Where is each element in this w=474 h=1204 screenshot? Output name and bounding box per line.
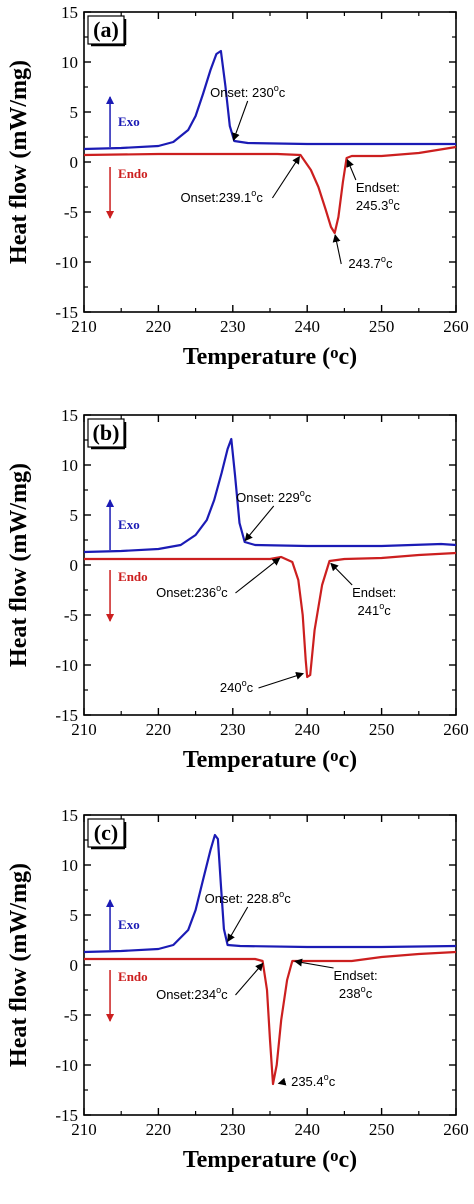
- x-tick-label: 240: [294, 1120, 320, 1139]
- y-tick-label: -5: [64, 606, 78, 625]
- x-tick-label: 220: [146, 1120, 172, 1139]
- annotation-label: 243.7oc: [348, 254, 393, 271]
- endo-curve: [83, 145, 457, 235]
- annotation-label: Onset: 228.8oc: [205, 889, 292, 906]
- y-tick-label: -5: [64, 203, 78, 222]
- x-tick-label: 220: [146, 720, 172, 739]
- x-tick-label: 250: [369, 720, 395, 739]
- x-tick-label: 230: [220, 1120, 246, 1139]
- exo-label: Exo: [118, 114, 140, 129]
- y-axis-label: Heat flow (mW/mg): [6, 463, 32, 667]
- annotation-label: Endset:: [334, 968, 378, 983]
- y-tick-label: 15: [61, 3, 78, 22]
- annotation-label: 240oc: [220, 678, 254, 695]
- dsc-panel-a: 210 220 230 240 250 260 15 10 5 0 -5 -10 -15 Temperat…: [0, 0, 474, 401]
- chart-svg: 210 220 230 240 250 260 15 10 5 0 -5 -10 -15 Temperat…: [6, 406, 469, 773]
- endo-curve: [84, 551, 457, 679]
- annotation-label: Onset:234oc: [156, 985, 228, 1002]
- annotation-arrow: [235, 962, 264, 996]
- y-tick-label: 5: [70, 103, 79, 122]
- y-tick-label: 15: [61, 406, 78, 425]
- annotation-arrow: [330, 562, 353, 586]
- panel-label: (b): [93, 420, 120, 445]
- y-tick-label: -5: [64, 1006, 78, 1025]
- annotation-label: 235.4oc: [291, 1072, 336, 1089]
- annotation-arrow: [235, 557, 281, 594]
- x-axis-label: Temperature (oc): [183, 746, 357, 773]
- panel-label-box: [87, 818, 125, 848]
- y-tick-label: 0: [70, 556, 79, 575]
- annotation-label: Endset:: [352, 585, 396, 600]
- annotation-label: Onset:236oc: [156, 583, 228, 600]
- x-tick-label: 210: [71, 317, 97, 336]
- x-tick-label: 220: [146, 317, 172, 336]
- exo-label: Exo: [118, 917, 140, 932]
- annotation-arrow: [244, 505, 275, 542]
- panel-label: (a): [93, 17, 119, 42]
- x-axis-label: Temperature (oc): [183, 343, 357, 370]
- y-tick-label: -15: [55, 706, 78, 725]
- y-tick-label: 15: [61, 806, 78, 825]
- y-tick-label: -15: [55, 1106, 78, 1125]
- x-tick-label: 260: [443, 720, 469, 739]
- y-tick-label: 10: [61, 856, 78, 875]
- panel-label: (c): [94, 820, 118, 845]
- x-tick-label: 230: [220, 317, 246, 336]
- annotation-arrow: [271, 155, 300, 199]
- endo-label: Endo: [118, 969, 148, 984]
- exo-curve: [83, 833, 457, 954]
- y-axis-label: Heat flow (mW/mg): [6, 863, 32, 1067]
- annotation-arrow: [346, 158, 357, 181]
- x-tick-label: 230: [220, 720, 246, 739]
- y-tick-label: 0: [70, 956, 79, 975]
- annotation-label: Onset:239.1oc: [180, 188, 263, 205]
- endo-label: Endo: [118, 569, 148, 584]
- annotation-label: Endset:: [356, 180, 400, 195]
- x-tick-label: 260: [443, 317, 469, 336]
- annotation-arrow: [294, 958, 334, 969]
- y-tick-label: -10: [55, 656, 78, 675]
- y-tick-label: 10: [61, 456, 78, 475]
- x-tick-label: 210: [71, 720, 97, 739]
- annotation-label: 241oc: [358, 601, 392, 618]
- annotation-arrow: [258, 671, 305, 689]
- y-tick-label: -15: [55, 303, 78, 322]
- x-tick-label: 240: [294, 317, 320, 336]
- y-tick-label: -10: [55, 253, 78, 272]
- exo-curve: [83, 49, 456, 151]
- x-tick-label: 250: [369, 317, 395, 336]
- y-tick-label: 0: [70, 153, 79, 172]
- y-axis-label: Heat flow (mW/mg): [6, 60, 32, 264]
- exo-label: Exo: [118, 517, 140, 532]
- dsc-panel-b: 210 220 230 240 250 260 15 10 5 0 -5 -10 -15 Temperat…: [0, 403, 474, 804]
- annotation-arrow: [332, 233, 342, 265]
- x-tick-label: 240: [294, 720, 320, 739]
- annotation-label: 238oc: [339, 984, 373, 1001]
- annotation-arrow: [277, 1077, 287, 1086]
- endo-curve: [84, 950, 457, 1086]
- annotation-label: 245.3oc: [356, 196, 401, 213]
- annotation-arrow: [227, 906, 249, 943]
- plot-frame: [83, 814, 457, 1116]
- exo-curve: [83, 437, 457, 554]
- annotation-label: Onset: 230oc: [210, 83, 286, 100]
- x-tick-label: 250: [369, 1120, 395, 1139]
- y-tick-label: 5: [70, 506, 79, 525]
- x-tick-label: 260: [443, 1120, 469, 1139]
- y-tick-label: 5: [70, 906, 79, 925]
- annotation-label: Onset: 229oc: [236, 488, 312, 505]
- x-axis-label: Temperature (oc): [183, 1146, 357, 1173]
- plot-frame: [83, 11, 457, 313]
- y-tick-label: -10: [55, 1056, 78, 1075]
- chart-svg: 210 220 230 240 250 260 15 10 5 0 -5 -10 -15 Temperat…: [6, 806, 469, 1173]
- chart-svg: 210 220 230 240 250 260 15 10 5 0 -5 -10 -15 Temperat…: [6, 3, 469, 370]
- y-tick-label: 10: [61, 53, 78, 72]
- annotation-arrow: [232, 100, 249, 142]
- dsc-panel-c: 210 220 230 240 250 260 15 10 5 0 -5 -10 -15 Temperat…: [0, 803, 474, 1204]
- x-tick-label: 210: [71, 1120, 97, 1139]
- endo-label: Endo: [118, 166, 148, 181]
- plot-frame: [83, 414, 457, 716]
